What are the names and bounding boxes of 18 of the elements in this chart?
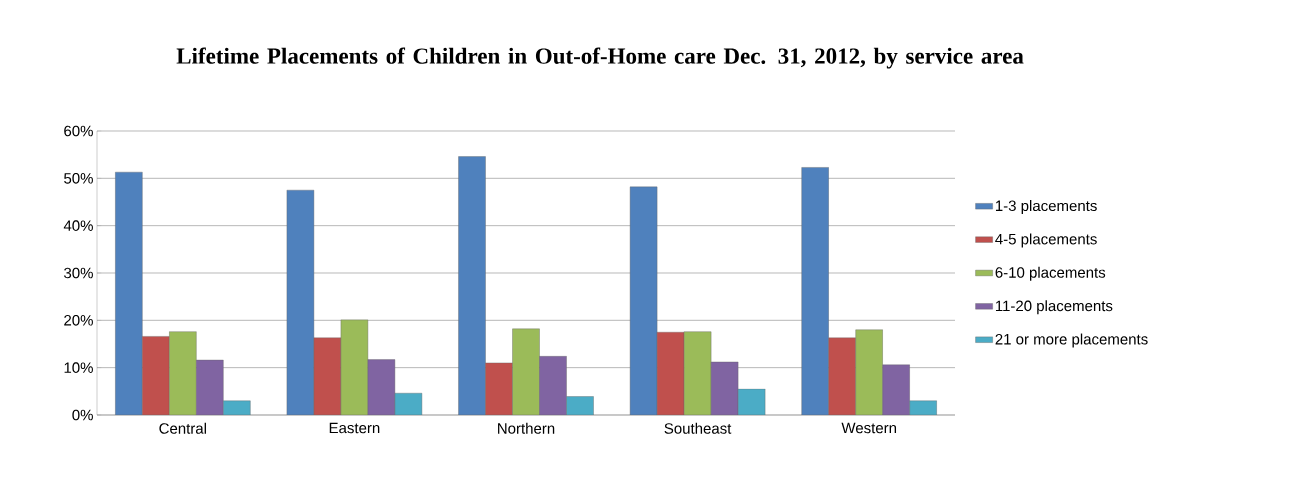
legend-label: 21 or more placements [995,333,1148,348]
x-tick-label: Northern [498,422,555,434]
x-tick-label: Western [841,422,897,434]
y-tick-label: 0% [72,409,93,421]
x-tick-label: Southeast [664,422,732,434]
chart-title: Lifetime Placements of Children in Out-of-Home care Dec. 31, 2012, by service area [176,47,1024,69]
y-tick-label: 60% [64,125,93,137]
y-tick-label: 40% [63,220,93,231]
x-tick-label: Eastern [329,422,380,434]
y-tick-label: 20% [64,315,93,326]
y-tick-label: 10% [64,362,93,373]
legend-label: 11-20 placements [995,300,1113,315]
y-tick-label: 50% [64,173,93,184]
y-tick-label: 30% [64,267,93,279]
x-tick-label: Central [159,422,206,434]
legend-label: 4-5 placements [995,233,1097,248]
legend-label: 1-3 placements [995,200,1097,215]
legend-label: 6-10 placements [995,266,1106,281]
